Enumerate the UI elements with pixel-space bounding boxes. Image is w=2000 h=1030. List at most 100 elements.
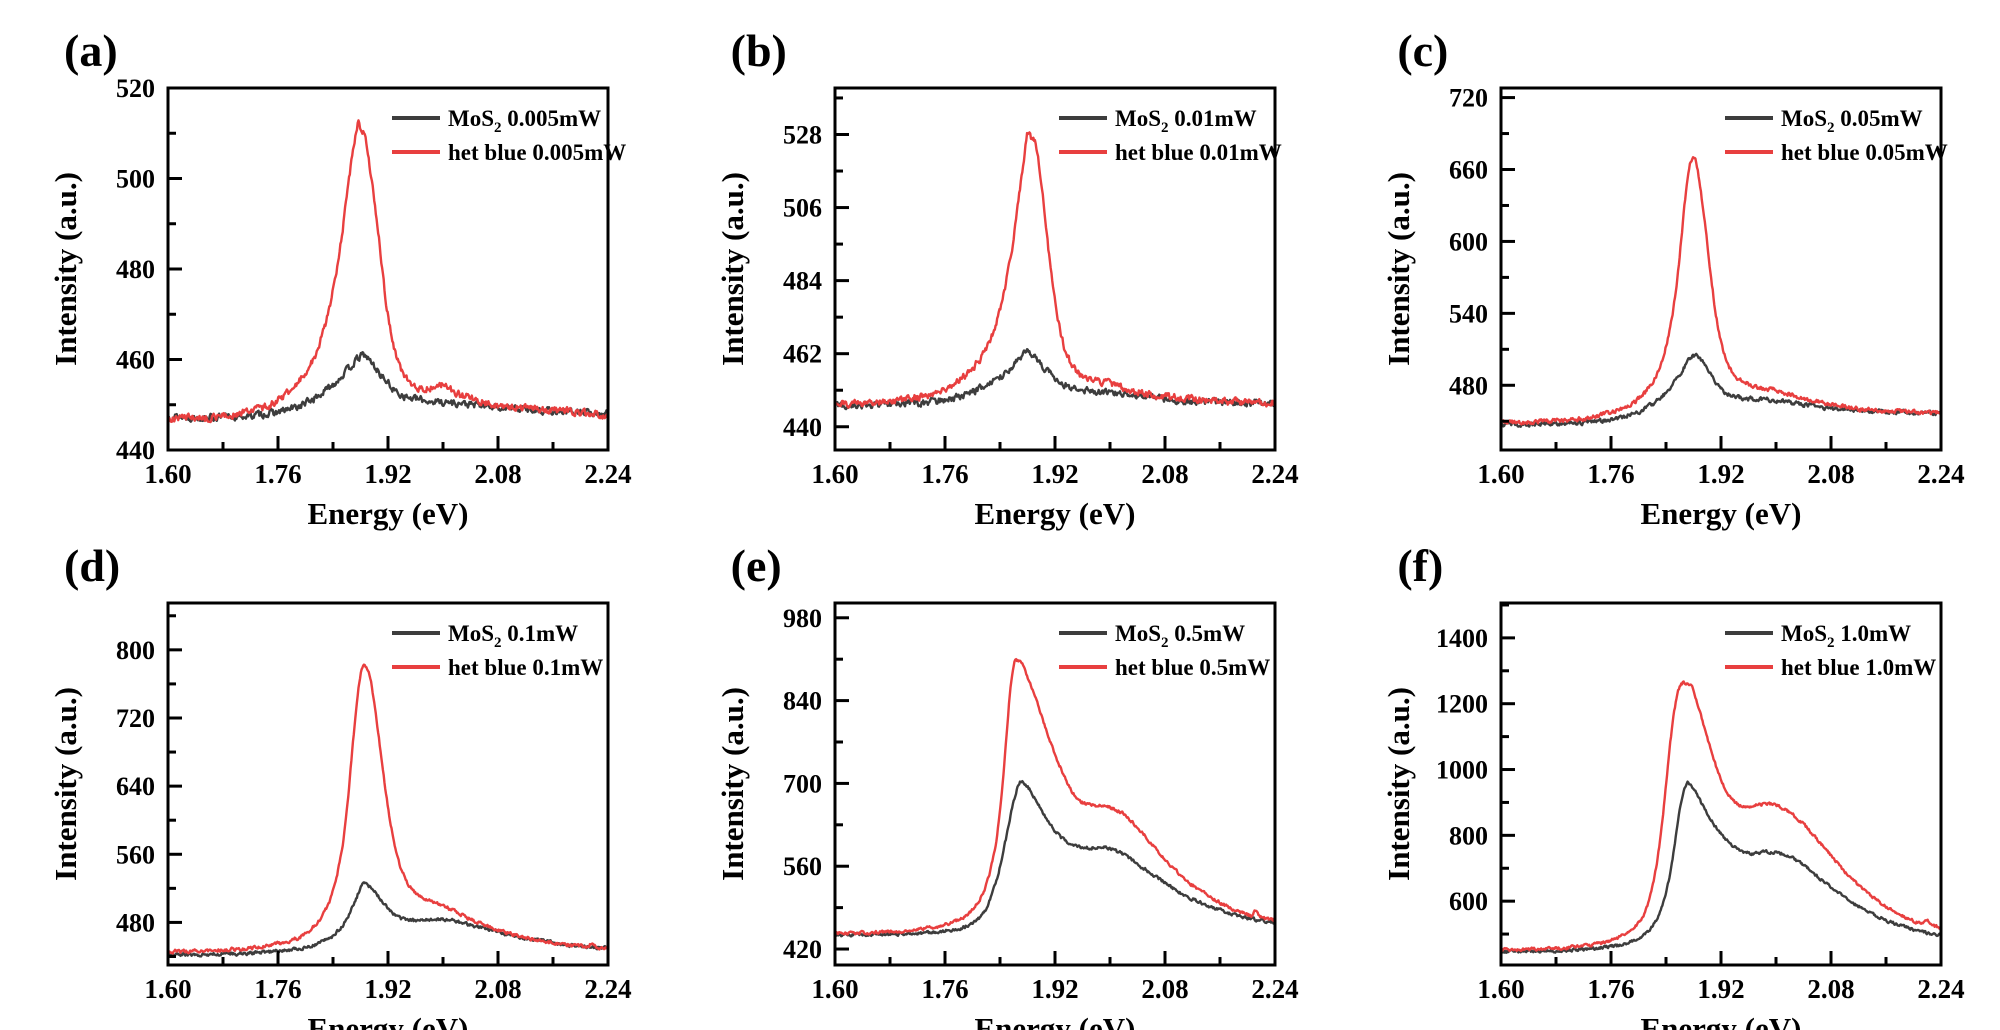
y-tick-label: 700 bbox=[783, 769, 822, 798]
x-tick-label: 1.92 bbox=[364, 459, 411, 489]
panel-letter: (c) bbox=[1397, 25, 1449, 76]
legend: MoS2 1.0mW het blue 1.0mW bbox=[1725, 621, 1937, 680]
curve-het-blue bbox=[1502, 680, 1940, 953]
x-tick-label: 1.76 bbox=[254, 974, 301, 1004]
x-tick-label: 1.92 bbox=[1031, 974, 1078, 1004]
curve-mos2 bbox=[1502, 780, 1940, 954]
x-axis-title: Energy (eV) bbox=[308, 1011, 469, 1030]
y-axis-title: Intensity (a.u.) bbox=[1381, 172, 1416, 366]
curves-group bbox=[169, 119, 607, 424]
plot-e: 1.60 1.76 1.92 2.08 2.24 420 560 700 840 980 Energ… bbox=[715, 601, 1298, 1030]
y-axis-title: Intensity (a.u.) bbox=[715, 687, 750, 881]
plot-a: 1.60 1.76 1.92 2.08 2.24 440 460 480 500 520 Energ… bbox=[48, 74, 632, 531]
x-tick-label: 1.92 bbox=[1698, 974, 1745, 1004]
y-tick-label: 1200 bbox=[1436, 690, 1488, 719]
y-tick-label: 720 bbox=[1449, 84, 1488, 113]
legend-label-mos2: MoS2 0.1mW bbox=[448, 621, 578, 651]
legend-label-het-blue: het blue 1.0mW bbox=[1781, 655, 1936, 680]
curve-het-blue bbox=[169, 663, 607, 955]
x-axis-title: Energy (eV) bbox=[1641, 1011, 1802, 1030]
x-tick-label: 1.76 bbox=[921, 974, 968, 1004]
y-tick-label: 600 bbox=[1449, 227, 1488, 256]
x-tick-label: 1.60 bbox=[811, 459, 858, 489]
x-tick-label: 1.92 bbox=[1031, 459, 1078, 489]
curve-het-blue bbox=[1502, 156, 1940, 426]
x-tick-label: 2.08 bbox=[474, 974, 521, 1004]
legend-label-het-blue: het blue 0.05mW bbox=[1781, 140, 1948, 165]
legend-label-mos2: MoS2 0.005mW bbox=[448, 106, 601, 136]
y-tick-label: 460 bbox=[116, 346, 155, 375]
y-tick-label: 440 bbox=[116, 436, 155, 465]
x-tick-label: 1.92 bbox=[1698, 459, 1745, 489]
legend: MoS2 0.005mW het blue 0.005mW bbox=[392, 106, 626, 165]
legend: MoS2 0.5mW het blue 0.5mW bbox=[1058, 621, 1270, 680]
x-axis-title: Energy (eV) bbox=[974, 1011, 1135, 1030]
x-tick-label: 2.08 bbox=[1808, 974, 1855, 1004]
x-tick-label: 2.08 bbox=[1141, 974, 1188, 1004]
y-tick-label: 480 bbox=[116, 908, 155, 937]
x-axis-title: Energy (eV) bbox=[308, 496, 469, 531]
panel-letter: (e) bbox=[730, 540, 782, 591]
panel-b: (b) 1.60 1.76 1.92 2.08 2.24 440 462 484 506 528 E… bbox=[707, 16, 1374, 531]
x-axis-title: Energy (eV) bbox=[974, 496, 1135, 531]
panel-letter: (b) bbox=[730, 25, 787, 76]
plot-frame bbox=[1499, 86, 1943, 452]
y-tick-label: 660 bbox=[1449, 156, 1488, 185]
x-tick-label: 2.24 bbox=[1918, 974, 1965, 1004]
y-tick-label: 440 bbox=[783, 413, 822, 442]
curves-group bbox=[1502, 680, 1940, 954]
legend: MoS2 0.05mW het blue 0.05mW bbox=[1725, 106, 1948, 165]
legend-label-het-blue: het blue 0.005mW bbox=[448, 140, 626, 165]
plot-frame bbox=[833, 86, 1277, 452]
panel-d: (d) 1.60 1.76 1.92 2.08 2.24 480 560 640 720 800 E… bbox=[40, 531, 707, 1030]
x-tick-label: 2.24 bbox=[584, 974, 631, 1004]
panel-e: (e) 1.60 1.76 1.92 2.08 2.24 420 560 700 840 980 E… bbox=[707, 531, 1374, 1030]
x-tick-label: 2.08 bbox=[1141, 459, 1188, 489]
y-tick-label: 480 bbox=[116, 255, 155, 284]
x-tick-label: 2.24 bbox=[1251, 459, 1298, 489]
x-tick-label: 2.08 bbox=[474, 459, 521, 489]
plot-frame bbox=[166, 601, 610, 967]
curve-mos2 bbox=[836, 779, 1274, 938]
panel-a: (a) 1.60 1.76 1.92 2.08 2.24 440 460 480 500 520 E… bbox=[40, 16, 707, 531]
y-tick-label: 500 bbox=[116, 165, 155, 194]
y-axis-title: Intensity (a.u.) bbox=[715, 172, 750, 366]
y-tick-label: 800 bbox=[116, 636, 155, 665]
y-tick-label: 540 bbox=[1449, 299, 1488, 328]
y-tick-label: 480 bbox=[1449, 371, 1488, 400]
y-tick-label: 560 bbox=[116, 840, 155, 869]
x-tick-label: 1.92 bbox=[364, 974, 411, 1004]
x-axis-title: Energy (eV) bbox=[1641, 496, 1802, 531]
y-tick-label: 980 bbox=[783, 604, 822, 633]
y-tick-label: 462 bbox=[783, 340, 822, 369]
panel-f: (f) 1.60 1.76 1.92 2.08 2.24 600 800 1000 1200 14… bbox=[1373, 531, 2000, 1030]
plot-f: 1.60 1.76 1.92 2.08 2.24 600 800 1000 1200 1400 En… bbox=[1381, 601, 1965, 1030]
y-tick-label: 840 bbox=[783, 687, 822, 716]
legend-label-mos2: MoS2 1.0mW bbox=[1781, 621, 1911, 651]
legend-label-mos2: MoS2 0.05mW bbox=[1781, 106, 1923, 136]
plot-d: 1.60 1.76 1.92 2.08 2.24 480 560 640 720 800 Energ… bbox=[48, 601, 632, 1030]
x-tick-label: 1.76 bbox=[921, 459, 968, 489]
x-tick-label: 1.60 bbox=[1478, 459, 1525, 489]
x-tick-label: 1.60 bbox=[144, 974, 191, 1004]
panel-letter: (f) bbox=[1397, 540, 1444, 591]
curves-group bbox=[836, 657, 1274, 938]
x-tick-label: 1.60 bbox=[1478, 974, 1525, 1004]
y-tick-label: 484 bbox=[783, 267, 822, 296]
x-tick-label: 1.60 bbox=[144, 459, 191, 489]
plot-frame bbox=[1499, 601, 1943, 967]
y-tick-label: 506 bbox=[783, 194, 822, 223]
curve-het-blue bbox=[836, 131, 1274, 409]
curves-group bbox=[1502, 156, 1940, 428]
curve-het-blue bbox=[836, 657, 1274, 936]
curves-group bbox=[836, 131, 1274, 411]
legend-label-mos2: MoS2 0.5mW bbox=[1115, 621, 1245, 651]
y-tick-label: 640 bbox=[116, 772, 155, 801]
x-tick-label: 1.76 bbox=[254, 459, 301, 489]
curve-mos2 bbox=[169, 351, 607, 423]
y-tick-label: 528 bbox=[783, 120, 822, 149]
x-tick-label: 2.24 bbox=[1918, 459, 1965, 489]
legend-label-het-blue: het blue 0.1mW bbox=[448, 655, 603, 680]
